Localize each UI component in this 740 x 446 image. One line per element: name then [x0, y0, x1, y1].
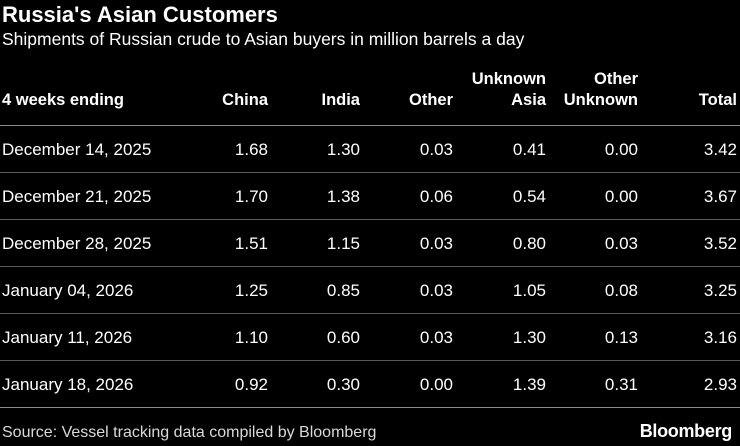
column-header-3: India [321, 90, 360, 111]
column-header-line: Other [408, 91, 453, 109]
source-note: Source: Vessel tracking data compiled by… [2, 424, 377, 441]
column-header-line: China [222, 91, 268, 109]
bloomberg-logo: Bloomberg [639, 421, 733, 441]
column-header-1: 4 weeks ending [2, 90, 124, 111]
table-cell: 0.00 [604, 187, 638, 206]
table-cell: 0.03 [419, 281, 453, 300]
row-label: January 18, 2026 [2, 375, 134, 394]
table-bottom-divider [0, 407, 740, 408]
table-cell: 0.54 [512, 187, 546, 206]
table-row: December 28, 2025 1.51 1.15 0.03 0.80 0.03 3.5… [0, 220, 740, 267]
table-cell: 0.00 [419, 375, 453, 394]
table-cell: 0.41 [512, 140, 546, 159]
table-row: January 04, 2026 1.25 0.85 0.03 1.05 0.08 3.25 [0, 267, 740, 314]
row-divider [0, 360, 740, 361]
table-cell: 0.85 [326, 281, 360, 300]
column-header-4: Other [409, 90, 453, 111]
row-label: December 28, 2025 [2, 234, 152, 253]
table-row: December 21, 2025 1.70 1.38 0.06 0.54 0.00 3.6… [0, 173, 740, 220]
table-cell: 0.00 [604, 140, 638, 159]
table-cell: 3.25 [703, 281, 737, 300]
table-row: December 14, 2025 1.68 1.30 0.03 0.41 0.00 3.4… [0, 126, 740, 173]
table-cell: 1.70 [234, 187, 268, 206]
column-header-5: Unknown Asia [472, 69, 546, 111]
table-cell: 0.06 [419, 187, 453, 206]
table-cell: 1.39 [512, 375, 546, 394]
table-cell: 0.30 [326, 375, 360, 394]
column-header-line: India [321, 91, 360, 109]
column-header-6: Other Unknown [564, 69, 638, 111]
table-cell: 0.03 [604, 234, 638, 253]
table-cell: 1.30 [326, 140, 360, 159]
table-cell: 0.03 [419, 234, 453, 253]
table-row: January 11, 2026 1.10 0.60 0.03 1.30 0.13 3.16 [0, 314, 740, 361]
table-cell: 0.92 [234, 375, 268, 394]
table-cell: 1.05 [512, 281, 546, 300]
column-header-line: 4 weeks ending [2, 91, 124, 109]
table-cell: 0.31 [604, 375, 638, 394]
row-divider [0, 266, 740, 267]
column-header-line: Asia [511, 91, 546, 109]
column-header-7: Total [699, 90, 737, 111]
table-row: January 18, 2026 0.92 0.30 0.00 1.39 0.31 2.93 [0, 361, 740, 408]
table-cell: 0.03 [419, 140, 453, 159]
row-label: January 11, 2026 [2, 328, 133, 347]
table-cell: 3.67 [703, 187, 737, 206]
table-cell: 2.93 [703, 375, 737, 394]
chart-subtitle: Shipments of Russian crude to Asian buye… [2, 29, 525, 49]
table-cell: 1.30 [512, 328, 546, 347]
row-label: December 21, 2025 [2, 187, 152, 206]
table-cell: 0.60 [326, 328, 360, 347]
row-divider [0, 172, 740, 173]
table-cell: 0.13 [604, 328, 638, 347]
table-cell: 1.38 [326, 187, 360, 206]
header-divider [0, 125, 740, 126]
table-cell: 1.68 [234, 140, 268, 159]
row-label: January 04, 2026 [2, 281, 134, 300]
column-header-2: China [222, 90, 268, 111]
table-cell: 1.15 [326, 234, 360, 253]
row-divider [0, 219, 740, 220]
table-cell: 1.10 [234, 328, 268, 347]
table-cell: 0.08 [604, 281, 638, 300]
chart-title: Russia's Asian Customers [2, 2, 278, 27]
table-cell: 3.16 [703, 328, 737, 347]
column-header-line: Total [698, 91, 737, 109]
column-header-line: Other [593, 70, 638, 88]
table-cell: 3.52 [703, 234, 737, 253]
table-cell: 0.03 [419, 328, 453, 347]
row-divider [0, 313, 740, 314]
column-header-line: Unknown [471, 70, 546, 88]
table-cell: 0.80 [512, 234, 546, 253]
row-label: December 14, 2025 [2, 140, 152, 159]
table-cell: 3.42 [703, 140, 737, 159]
table-cell: 1.51 [234, 234, 268, 253]
column-header-line: Unknown [563, 91, 638, 109]
table-cell: 1.25 [234, 281, 268, 300]
